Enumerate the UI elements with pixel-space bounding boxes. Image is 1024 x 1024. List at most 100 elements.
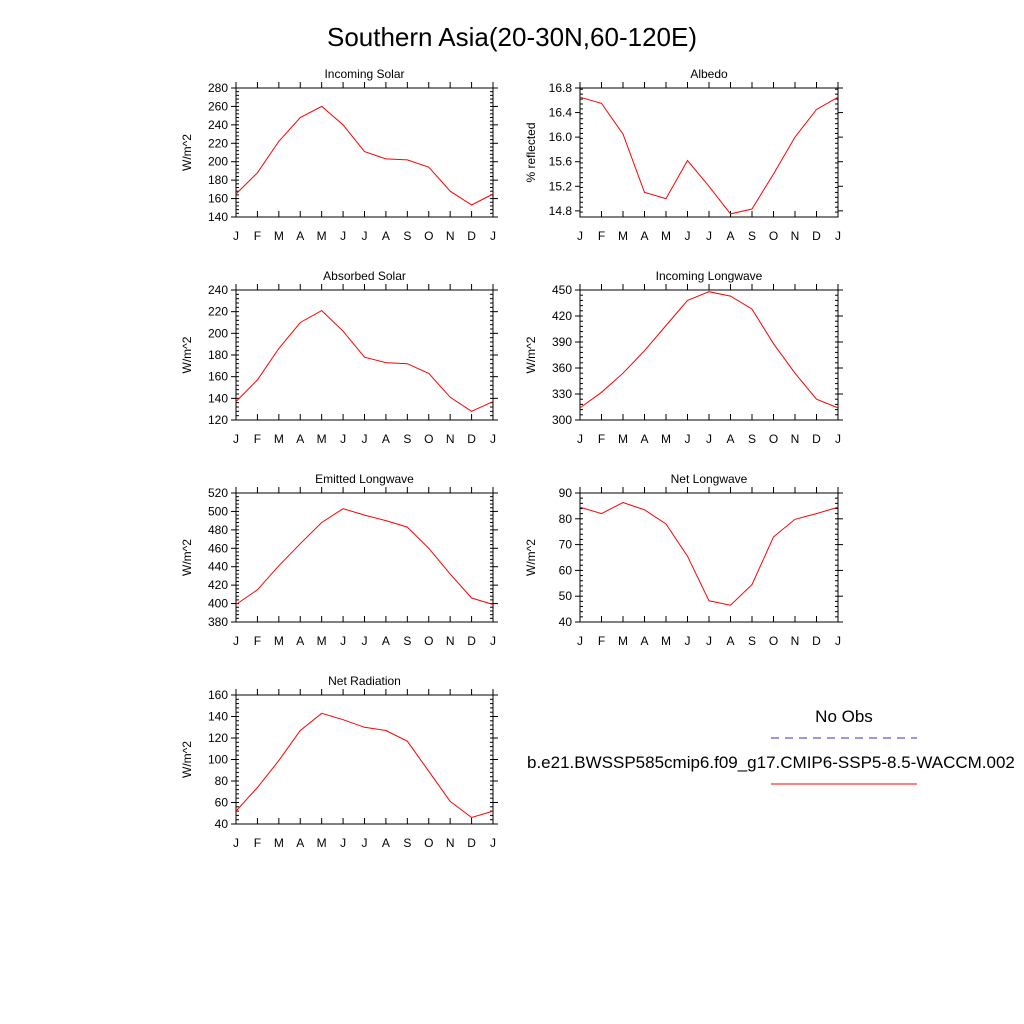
x-tick-label: J <box>233 836 239 850</box>
x-tick-label: A <box>726 229 734 243</box>
x-tick-label: S <box>403 836 411 850</box>
y-tick-label: 440 <box>208 560 228 574</box>
chart-panel-5: Emitted Longwave 380 400 420 440 460 480 500 520… <box>180 472 498 648</box>
x-tick-label: J <box>490 229 496 243</box>
x-tick-label: O <box>769 229 778 243</box>
y-tick-label: 60 <box>559 563 573 577</box>
x-tick-label: N <box>446 634 455 648</box>
x-tick-label: D <box>812 229 821 243</box>
y-tick-label: 180 <box>208 348 228 362</box>
legend: No Obs b.e21.BWSSP585cmip6.f09_g17.CMIP6… <box>527 707 1015 785</box>
x-tick-label: M <box>661 229 671 243</box>
x-tick-label: J <box>706 229 712 243</box>
panel-title: Net Radiation <box>328 674 401 688</box>
y-tick-label: 420 <box>552 309 572 323</box>
x-tick-label: J <box>340 634 346 648</box>
series-line-model <box>579 501 839 606</box>
y-tick-label: 200 <box>208 155 228 169</box>
x-tick-label: J <box>577 432 583 446</box>
plot-frame <box>579 492 839 623</box>
y-tick-label: 15.6 <box>549 155 573 169</box>
plot-frame <box>579 289 839 421</box>
y-tick-label: 100 <box>208 753 228 767</box>
x-tick-label: A <box>296 836 304 850</box>
plot-frame <box>235 492 494 623</box>
x-tick-label: F <box>254 432 261 446</box>
y-axis-label: W/m^2 <box>524 336 538 373</box>
y-tick-label: 390 <box>552 335 572 349</box>
legend-model-label: b.e21.BWSSP585cmip6.f09_g17.CMIP6-SSP5-8… <box>527 753 1015 772</box>
chart-panels: Incoming Solar 140 160 180 200 220 240 260 280 J F… <box>180 67 843 850</box>
x-tick-label: D <box>467 836 476 850</box>
panel-title: Incoming Longwave <box>656 269 763 283</box>
x-tick-label: M <box>661 634 671 648</box>
x-tick-label: A <box>382 229 390 243</box>
y-tick-label: 40 <box>559 615 573 629</box>
x-tick-label: O <box>424 229 433 243</box>
x-tick-label: J <box>577 634 583 648</box>
x-tick-label: A <box>382 432 390 446</box>
x-tick-label: D <box>467 432 476 446</box>
y-axis-label: W/m^2 <box>180 741 194 778</box>
x-tick-label: N <box>446 836 455 850</box>
x-tick-label: J <box>490 634 496 648</box>
series-line-model <box>235 712 494 819</box>
x-tick-label: F <box>254 229 261 243</box>
x-tick-label: J <box>362 229 368 243</box>
x-tick-label: O <box>424 432 433 446</box>
x-tick-label: D <box>812 634 821 648</box>
x-tick-label: J <box>835 634 841 648</box>
y-tick-label: 500 <box>208 504 228 518</box>
x-tick-label: J <box>685 432 691 446</box>
x-tick-label: J <box>233 432 239 446</box>
x-tick-label: A <box>296 229 304 243</box>
y-tick-label: 16.4 <box>549 106 573 120</box>
x-tick-label: S <box>403 432 411 446</box>
x-tick-label: S <box>403 634 411 648</box>
y-tick-label: 120 <box>208 413 228 427</box>
y-tick-label: 15.2 <box>549 179 573 193</box>
x-tick-label: A <box>726 432 734 446</box>
y-tick-label: 16.0 <box>549 130 573 144</box>
y-tick-label: 120 <box>208 731 228 745</box>
x-tick-label: M <box>317 229 327 243</box>
x-tick-label: A <box>296 634 304 648</box>
y-axis-label: W/m^2 <box>180 336 194 373</box>
x-tick-label: A <box>296 432 304 446</box>
x-tick-label: J <box>233 634 239 648</box>
y-tick-label: 40 <box>215 817 229 831</box>
y-tick-label: 180 <box>208 173 228 187</box>
x-tick-label: F <box>254 634 261 648</box>
x-tick-label: F <box>598 634 605 648</box>
panel-title: Albedo <box>690 67 728 81</box>
y-tick-label: 140 <box>208 210 228 224</box>
y-tick-label: 14.8 <box>549 204 573 218</box>
x-tick-label: J <box>362 836 368 850</box>
y-tick-label: 240 <box>208 283 228 297</box>
y-tick-label: 260 <box>208 99 228 113</box>
y-tick-label: 160 <box>208 192 228 206</box>
x-tick-label: M <box>661 432 671 446</box>
x-tick-label: F <box>598 229 605 243</box>
x-tick-label: D <box>467 634 476 648</box>
y-tick-label: 50 <box>559 589 573 603</box>
x-tick-label: J <box>490 432 496 446</box>
chart-panel-1: Incoming Solar 140 160 180 200 220 240 260 280 J F… <box>180 67 498 243</box>
y-tick-label: 220 <box>208 305 228 319</box>
x-tick-label: O <box>424 836 433 850</box>
y-tick-label: 330 <box>552 387 572 401</box>
y-tick-label: 16.8 <box>549 81 573 95</box>
y-tick-label: 70 <box>559 538 573 552</box>
panel-title: Net Longwave <box>671 472 748 486</box>
x-tick-label: M <box>618 432 628 446</box>
y-tick-label: 450 <box>552 283 572 297</box>
y-tick-label: 280 <box>208 81 228 95</box>
x-tick-label: F <box>254 836 261 850</box>
x-tick-label: S <box>403 229 411 243</box>
x-tick-label: M <box>317 432 327 446</box>
y-tick-label: 220 <box>208 136 228 150</box>
